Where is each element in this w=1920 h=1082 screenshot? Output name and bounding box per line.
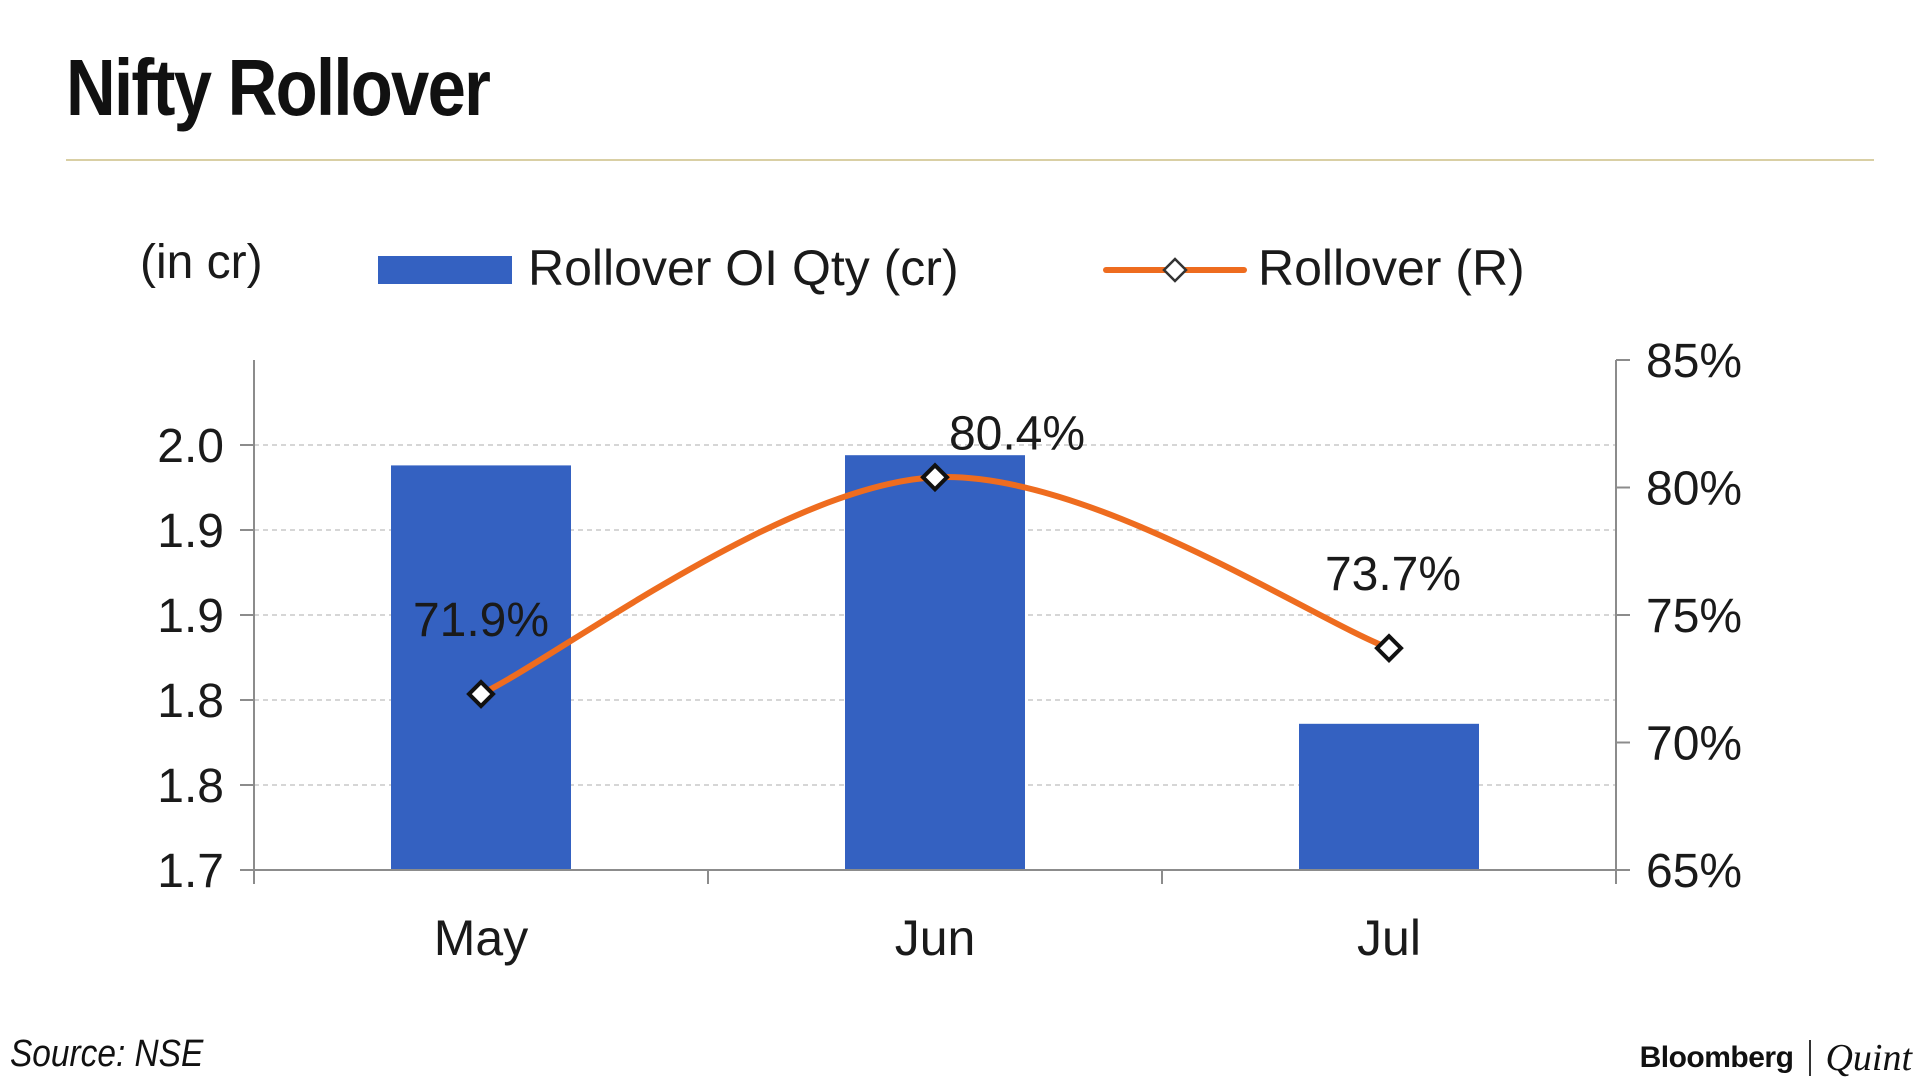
left-axis-tick-label: 1.8 (157, 760, 224, 813)
brand-divider (1809, 1040, 1812, 1076)
data-label-may: 71.9% (413, 594, 549, 647)
marker-may (466, 679, 496, 709)
right-axis-tick-label: 80% (1646, 463, 1742, 516)
brand-logo: Bloomberg Quint (1640, 1034, 1912, 1082)
data-label-jun: 80.4% (949, 407, 1085, 460)
legend-label-bar: Rollover OI Qty (cr) (528, 240, 959, 296)
bar-may (391, 465, 571, 870)
bar-jul (1299, 723, 1479, 870)
brand-name-bloomberg: Bloomberg (1639, 1041, 1794, 1074)
right-axis-tick-label: 75% (1646, 590, 1742, 643)
bar-series (391, 455, 1479, 870)
source-note: Source: NSE (10, 1033, 204, 1075)
marker-jun (920, 462, 950, 493)
line-series (466, 462, 1404, 709)
title-divider (66, 159, 1874, 161)
left-axis-tick-label: 1.9 (157, 505, 224, 558)
left-axis-tick-label: 1.9 (157, 590, 224, 643)
legend-swatch-bar (378, 256, 512, 284)
x-axis-label-jul: Jul (1357, 910, 1421, 966)
x-axis-label-jun: Jun (895, 910, 976, 966)
legend: Rollover OI Qty (cr) Rollover (R) (378, 240, 1525, 296)
y-axis-unit-label: (in cr) (140, 236, 263, 289)
left-axis-tick-label: 2.0 (157, 420, 224, 473)
bar-jun (845, 455, 1025, 870)
left-axis-tick-label: 1.8 (157, 675, 224, 728)
axes (240, 359, 1630, 884)
left-axis-tick-label: 1.7 (157, 845, 224, 898)
right-axis-tick-label: 70% (1646, 718, 1742, 771)
legend-label-line: Rollover (R) (1258, 240, 1525, 296)
page-title: Nifty Rollover (66, 43, 491, 132)
legend-swatch-marker (1162, 257, 1188, 283)
brand-name-quint: Quint (1825, 1037, 1912, 1079)
right-axis-tick-label: 85% (1646, 335, 1742, 388)
right-axis-tick-label: 65% (1646, 845, 1742, 898)
chart-labels: 1.7 1.8 1.8 1.9 1.9 2.0 65% 70% 75% 80% 85% May Jun J… (140, 236, 1742, 966)
x-axis-label-may: May (434, 910, 528, 966)
marker-jul (1374, 633, 1404, 663)
data-label-jul: 73.7% (1325, 548, 1461, 601)
